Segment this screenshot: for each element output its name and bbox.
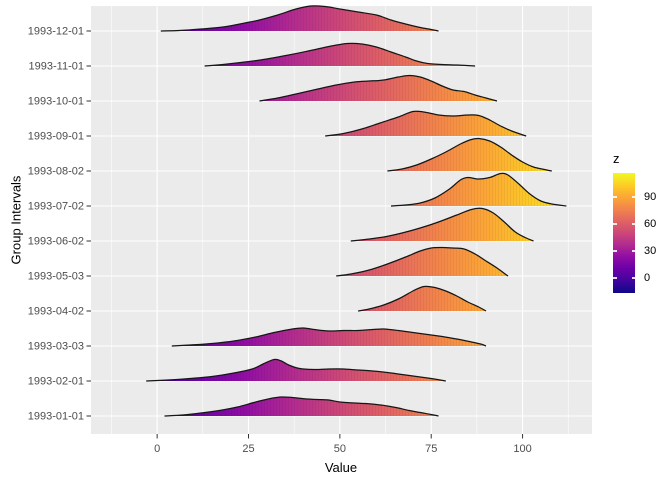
y-tick-label: 1993-09-01 [28,131,84,143]
colorbar-tick-label: 30 [644,244,657,257]
colorbar-tick-mark [631,196,635,198]
colorbar-tick-label: 90 [644,191,657,204]
ridge-outline-1993-09-01 [325,110,527,137]
x-tick-label: 75 [425,443,437,455]
x-tick-label: 100 [513,443,531,455]
colorbar-tick-mark [631,223,635,225]
ridge-banding-1993-07-02 [391,173,567,206]
y-tick-label: 1993-07-02 [28,201,84,213]
ridge-banding-1993-04-02 [358,286,486,311]
colorbar-tick-mark [631,277,635,279]
ridge-banding-1993-11-01 [204,43,476,66]
y-tick-label: 1993-05-03 [28,271,84,283]
ridge-outline-1993-06-02 [350,207,534,242]
ridge-banding-1993-06-02 [350,208,534,241]
ridge-outline-1993-01-01 [164,396,439,417]
y-tick-label: 1993-06-02 [28,236,84,248]
x-axis-title: Value [324,460,358,475]
ridge-banding-1993-01-01 [164,396,439,416]
y-tick-label: 1993-10-01 [28,96,84,108]
y-tick-label: 1993-03-03 [28,341,84,353]
ridge-outline-1993-11-01 [204,42,476,67]
colorbar-tick-mark [613,196,617,198]
panel-background [91,6,592,434]
ridge-banding-1993-10-01 [259,75,497,101]
y-tick-label: 1993-04-02 [28,306,84,318]
y-tick-label: 1993-12-01 [28,26,84,38]
legend-title: z [613,151,620,166]
y-tick-label: 1993-01-01 [28,411,84,423]
ridge-banding-1993-03-03 [171,327,487,346]
colorbar-tick-mark [613,223,617,225]
ridge-outline-1993-03-03 [171,327,487,347]
x-tick-label: 50 [334,443,346,455]
ridge-banding-1993-05-03 [336,247,508,276]
x-tick-label: 0 [154,443,160,455]
colorbar-tick-mark [613,277,617,279]
y-tick-label: 1993-08-02 [28,166,84,178]
ridge-outline-1993-08-02 [387,137,552,172]
ridge-banding-1993-09-01 [325,111,527,136]
ridge-outline-1993-07-02 [390,172,567,207]
y-axis-title: Group Intervals [8,175,24,265]
y-tick-label: 1993-02-01 [28,376,84,388]
colorbar-tick-label: 60 [644,218,657,230]
ridge-outline-1993-05-03 [336,246,509,277]
colorbar-tick-mark [613,250,617,252]
ridge-outline-1993-10-01 [259,74,498,102]
x-tick-label: 25 [242,443,254,455]
ridge-banding-1993-08-02 [387,138,552,171]
ridge-outline-1993-02-01 [146,358,446,382]
ridge-banding-1993-12-01 [160,5,439,31]
legend-colorbar [613,173,635,293]
ridge-outline-1993-12-01 [160,5,439,32]
colorbar-tick-mark [631,250,635,252]
y-tick-label: 1993-11-01 [29,61,84,73]
ridge-outline-1993-04-02 [358,285,487,312]
colorbar-tick-label: 0 [644,271,651,284]
